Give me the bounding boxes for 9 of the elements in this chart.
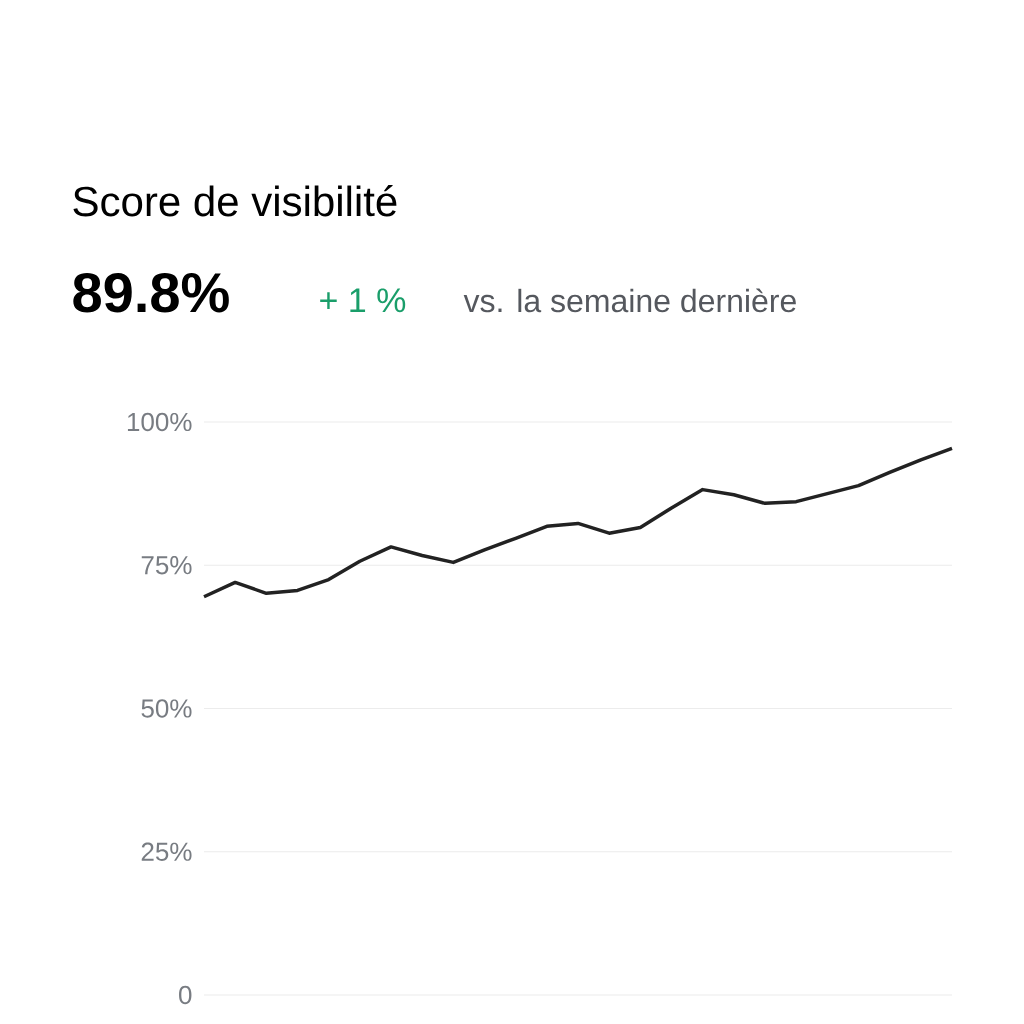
y-tick-label: 50% (141, 699, 192, 718)
text: + 1 % (320, 288, 406, 313)
y-tick-label: 100% (127, 412, 192, 432)
y-tick-label: 75% (141, 556, 192, 575)
text: vs. la semaine dernière (463, 288, 796, 313)
chart-title: Score de visibilité (73, 185, 397, 217)
y-tick-label: 25% (141, 842, 192, 861)
y-tick-label: 0 (179, 985, 192, 1005)
text: 89.8% (73, 272, 229, 313)
